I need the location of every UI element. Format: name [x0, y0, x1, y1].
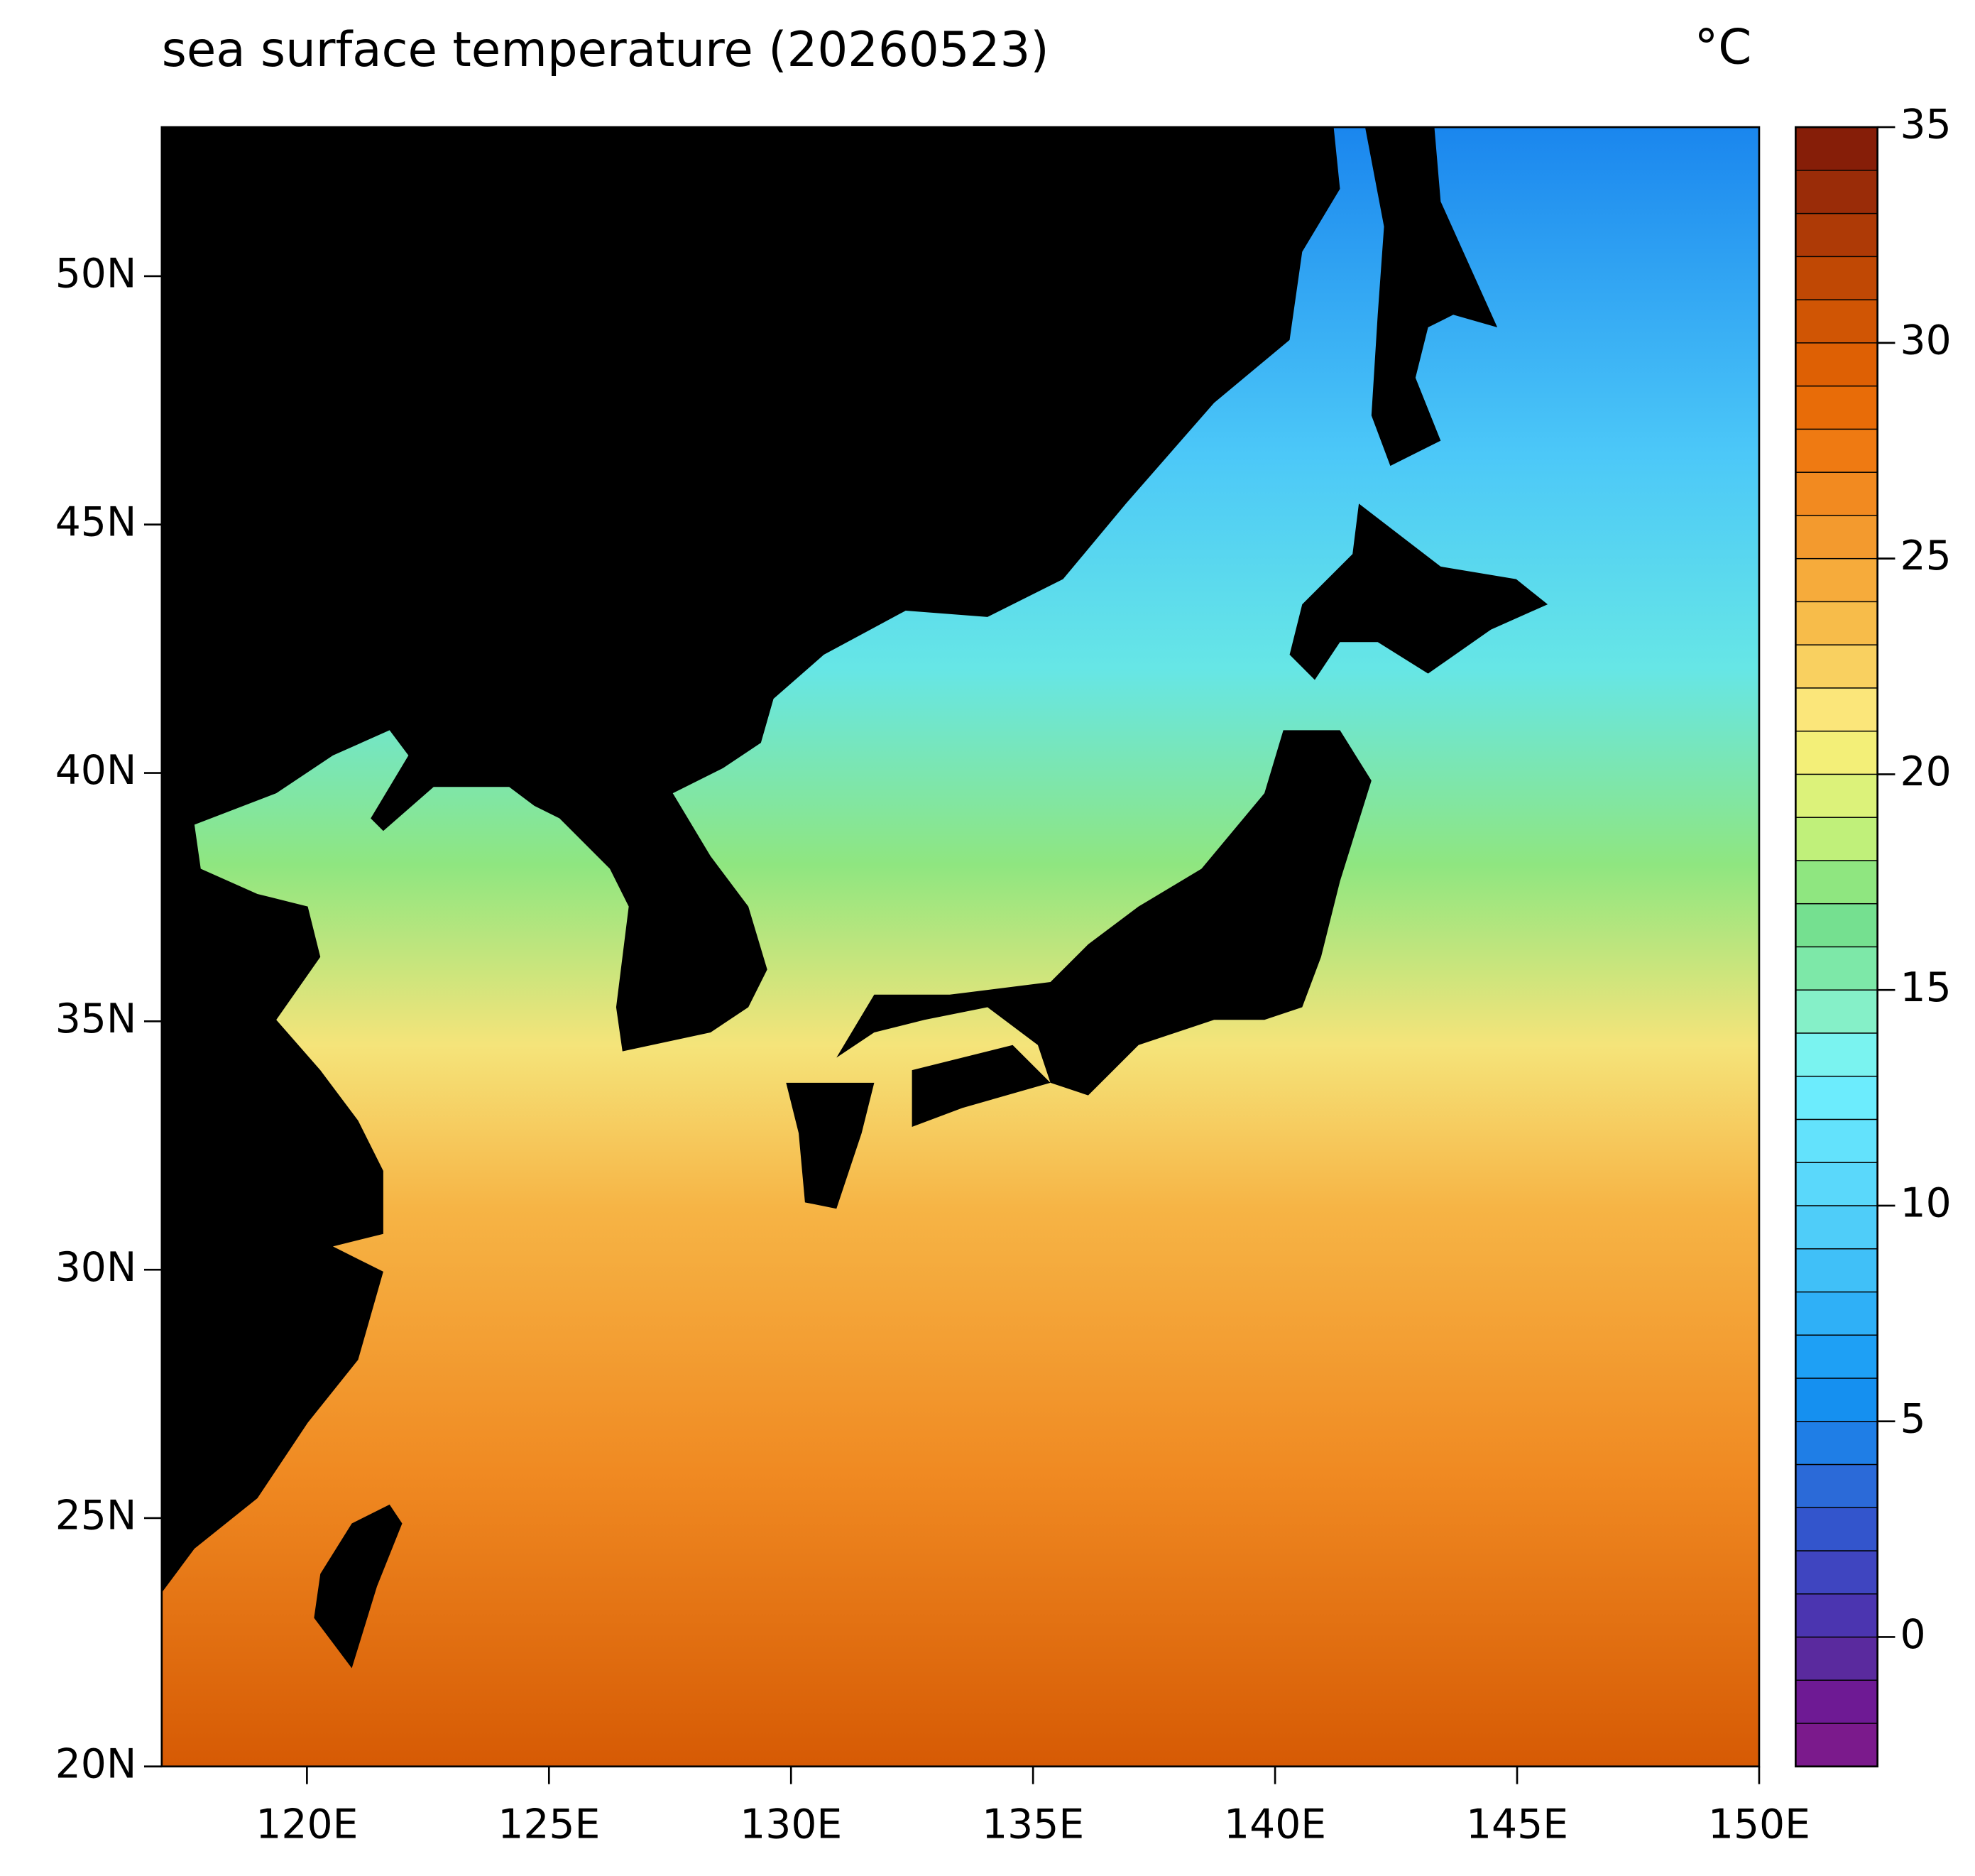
colorbar-cell — [1795, 1162, 1878, 1206]
x-tick-label: 150E — [1708, 1801, 1810, 1848]
colorbar-tick-label: 15 — [1900, 964, 1952, 1011]
colorbar-cell — [1795, 1378, 1878, 1422]
colorbar-cell — [1795, 1723, 1878, 1767]
x-tick-label: 125E — [498, 1801, 600, 1848]
colorbar-cell — [1795, 515, 1878, 560]
map — [161, 127, 1759, 1767]
y-tick-label: 30N — [55, 1244, 137, 1291]
colorbar-cell — [1795, 1420, 1878, 1466]
x-tick-label: 145E — [1466, 1801, 1568, 1848]
colorbar-cell — [1795, 256, 1878, 300]
colorbar-cell — [1795, 1118, 1878, 1163]
colorbar-cell — [1795, 212, 1878, 258]
land — [161, 127, 1548, 1669]
honshu — [836, 730, 1372, 1096]
x-tick-label: 135E — [982, 1801, 1084, 1848]
colorbar-cell — [1795, 1636, 1878, 1681]
colorbar-cell — [1795, 385, 1878, 430]
colorbar-cell — [1795, 730, 1878, 775]
mainland — [161, 127, 1340, 1593]
y-tick-label: 45N — [55, 498, 137, 545]
taiwan — [314, 1504, 403, 1669]
colorbar-cell — [1795, 1679, 1878, 1724]
colorbar-cell — [1795, 170, 1878, 214]
colorbar-cell — [1795, 601, 1878, 645]
colorbar-cell — [1795, 902, 1878, 948]
colorbar-cell — [1795, 1463, 1878, 1508]
colorbar-cell — [1795, 1334, 1878, 1379]
colorbar-cell — [1795, 1507, 1878, 1551]
colorbar-cell — [1795, 817, 1878, 861]
colorbar-cell — [1795, 428, 1878, 473]
colorbar-tick-label: 0 — [1900, 1611, 1926, 1658]
colorbar: 0 5 10 15 20 25 30 35 — [1795, 102, 1952, 1768]
axes: 120E 125E 130E 135E 140E 145E 150E 20N 25N 30N 35N… — [55, 251, 1810, 1848]
chart-title: sea surface temperature (20260523) — [162, 21, 1049, 77]
colorbar-cell — [1795, 1593, 1878, 1638]
y-tick-label: 35N — [55, 996, 137, 1042]
colorbar-cell — [1795, 860, 1878, 905]
y-tick-label: 50N — [55, 251, 137, 298]
colorbar-cell — [1795, 1205, 1878, 1250]
colorbar-cell — [1795, 471, 1878, 516]
colorbar-tick-label: 5 — [1900, 1395, 1926, 1442]
colorbar-frame — [1795, 126, 1878, 1768]
colorbar-cell — [1795, 1291, 1878, 1336]
x-tick-label: 140E — [1224, 1801, 1326, 1848]
x-tick-label: 120E — [256, 1801, 358, 1848]
colorbar-cell — [1795, 126, 1878, 171]
y-tick-label: 40N — [55, 747, 137, 794]
shikoku — [912, 1045, 1051, 1127]
colorbar-cell — [1795, 989, 1878, 1034]
colorbar-cell — [1795, 773, 1878, 818]
colorbar-tick-label: 20 — [1900, 748, 1952, 795]
colorbar-cell — [1795, 299, 1878, 344]
colorbar-cell — [1795, 342, 1878, 387]
x-tick-label: 130E — [740, 1801, 842, 1848]
colorbar-cell — [1795, 946, 1878, 991]
plot-frame — [160, 126, 1761, 1768]
hokkaido — [1289, 503, 1548, 680]
colorbar-cell — [1795, 1032, 1878, 1077]
colorbar-cell — [1795, 1075, 1878, 1120]
colorbar-cell — [1795, 1248, 1878, 1293]
y-tick-label: 25N — [55, 1493, 137, 1539]
colorbar-tick-label: 25 — [1900, 533, 1952, 579]
colorbar-cell — [1795, 644, 1878, 689]
unit-label: °C — [1695, 18, 1752, 75]
colorbar-cell — [1795, 557, 1878, 603]
colorbar-tick-label: 10 — [1900, 1180, 1952, 1227]
colorbar-cell — [1795, 687, 1878, 732]
kyushu — [786, 1082, 875, 1209]
y-tick-label: 20N — [55, 1740, 137, 1787]
sakhalin — [1364, 127, 1498, 467]
colorbar-tick-label: 35 — [1900, 102, 1952, 148]
colorbar-cell — [1795, 1550, 1878, 1595]
colorbar-tick-label: 30 — [1900, 317, 1952, 364]
